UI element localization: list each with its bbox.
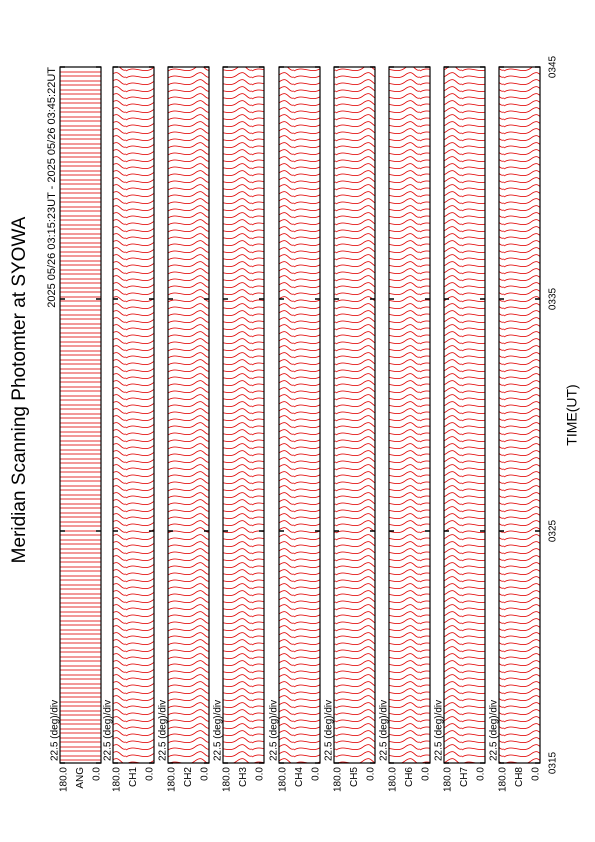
x-tick-label: 0325 <box>548 519 559 542</box>
panel-label: CH3 <box>238 767 249 787</box>
scale-label: 22.5 (deg)/div <box>434 700 445 761</box>
y-tick-label: 180.0 <box>59 767 70 792</box>
y-tick-label: 180.0 <box>278 767 289 792</box>
x-axis-label: TIME(UT) <box>564 384 580 445</box>
y-tick-label: 0.0 <box>145 767 156 781</box>
y-tick-label: 180.0 <box>167 767 178 792</box>
trace-area <box>167 66 210 764</box>
trace-area <box>278 66 321 764</box>
y-tick-label: 0.0 <box>366 767 377 781</box>
y-tick-label: 0.0 <box>255 767 266 781</box>
scale-label: 22.5 (deg)/div <box>50 700 61 761</box>
y-tick-label: 0.0 <box>531 767 542 781</box>
trace-area <box>333 66 376 764</box>
x-tick-label: 0315 <box>548 751 559 774</box>
panel-label: CH6 <box>404 767 415 787</box>
panel-label: ANG <box>75 767 86 789</box>
plot-frame: Meridian Scanning Photomter at SYOWA 202… <box>9 55 580 792</box>
y-tick-label: 0.0 <box>421 767 432 781</box>
x-tick-label: 0335 <box>548 287 559 310</box>
panel-label: CH4 <box>294 767 305 787</box>
y-tick-label: 180.0 <box>388 767 399 792</box>
panel-label: CH5 <box>349 767 360 787</box>
y-tick-label: 0.0 <box>92 767 103 781</box>
trace-area <box>222 66 265 764</box>
y-tick-label: 180.0 <box>443 767 454 792</box>
panel-label: CH8 <box>514 767 525 787</box>
chart-subtitle: 2025 05/26 03:15:23UT - 2025 05/26 03:45… <box>46 67 58 308</box>
chart-title: Meridian Scanning Photomter at SYOWA <box>9 216 30 563</box>
scale-label: 22.5 (deg)/div <box>489 700 500 761</box>
trace-area <box>443 66 486 764</box>
trace-area <box>112 66 155 764</box>
y-tick-label: 0.0 <box>476 767 487 781</box>
y-tick-label: 0.0 <box>311 767 322 781</box>
scale-label: 22.5 (deg)/div <box>379 700 390 761</box>
y-tick-label: 0.0 <box>200 767 211 781</box>
scale-label: 22.5 (deg)/div <box>158 700 169 761</box>
y-tick-label: 180.0 <box>222 767 233 792</box>
x-tick-label: 0345 <box>548 55 559 78</box>
trace-area <box>59 66 102 764</box>
scale-label: 22.5 (deg)/div <box>103 700 114 761</box>
panel-label: CH7 <box>459 767 470 787</box>
trace-area <box>498 66 541 764</box>
panel-label: CH2 <box>183 767 194 787</box>
panel-label: CH1 <box>128 767 139 787</box>
scale-label: 22.5 (deg)/div <box>213 700 224 761</box>
y-tick-label: 180.0 <box>112 767 123 792</box>
scale-label: 22.5 (deg)/div <box>269 700 280 761</box>
y-tick-label: 180.0 <box>333 767 344 792</box>
scale-label: 22.5 (deg)/div <box>324 700 335 761</box>
trace-area <box>388 66 431 764</box>
y-tick-label: 180.0 <box>498 767 509 792</box>
